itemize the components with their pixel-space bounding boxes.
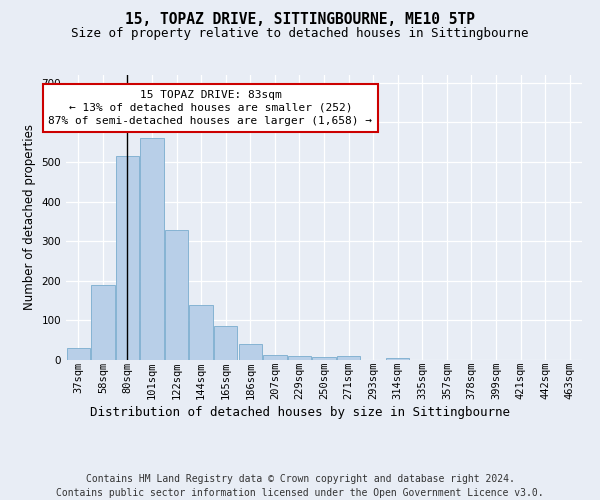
Bar: [263, 355, 287, 360]
Text: Contains HM Land Registry data © Crown copyright and database right 2024.
Contai: Contains HM Land Registry data © Crown c…: [56, 474, 544, 498]
Bar: [313, 357, 335, 360]
Bar: [386, 358, 409, 360]
Text: Distribution of detached houses by size in Sittingbourne: Distribution of detached houses by size …: [90, 406, 510, 419]
Bar: [288, 356, 311, 360]
Bar: [214, 326, 238, 360]
Bar: [116, 156, 139, 360]
Bar: [165, 230, 188, 360]
Text: 15, TOPAZ DRIVE, SITTINGBOURNE, ME10 5TP: 15, TOPAZ DRIVE, SITTINGBOURNE, ME10 5TP: [125, 12, 475, 28]
Text: 15 TOPAZ DRIVE: 83sqm
← 13% of detached houses are smaller (252)
87% of semi-det: 15 TOPAZ DRIVE: 83sqm ← 13% of detached …: [49, 90, 373, 126]
Bar: [337, 356, 360, 360]
Text: Size of property relative to detached houses in Sittingbourne: Size of property relative to detached ho…: [71, 28, 529, 40]
Bar: [91, 285, 115, 360]
Bar: [190, 304, 213, 360]
Bar: [67, 348, 90, 360]
Y-axis label: Number of detached properties: Number of detached properties: [23, 124, 36, 310]
Bar: [239, 344, 262, 360]
Bar: [140, 138, 164, 360]
